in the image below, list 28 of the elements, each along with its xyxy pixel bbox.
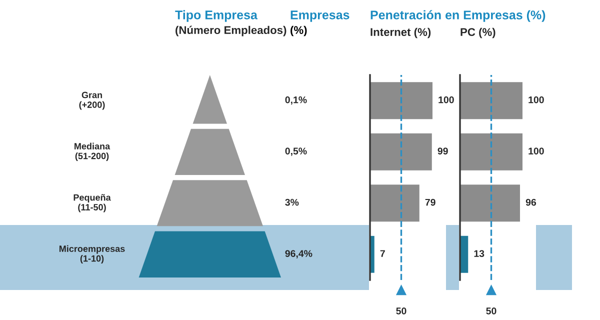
text: (%) <box>290 26 307 36</box>
data-label: 7 <box>380 250 385 257</box>
text: 96,4% <box>285 250 312 258</box>
text: 0,5% <box>285 148 307 156</box>
category-label: Microempresas (1-10) <box>59 245 125 264</box>
data-label: 100 <box>528 96 544 104</box>
data-label: 99 <box>438 148 448 154</box>
text: Tipo Empresa <box>175 10 258 22</box>
text: Empresas <box>290 10 350 22</box>
chart-subtitle: PC (%) <box>460 28 496 38</box>
chart-subtitle: Internet (%) <box>370 28 431 38</box>
data-label: 100 <box>438 96 454 104</box>
data-label: 100 <box>528 148 544 154</box>
text: 0,1% <box>285 96 307 105</box>
category-label: Pequeña (11-50) <box>74 194 111 212</box>
category-label: Mediana (51-200) <box>74 142 110 161</box>
ref-line-label: 50 <box>396 308 406 314</box>
data-label: 96 <box>526 198 536 206</box>
bar <box>370 133 432 170</box>
ref-line-label: 50 <box>486 308 496 314</box>
text: Penetración en Empresas (%) <box>370 10 546 22</box>
data-label: 79 <box>425 198 436 206</box>
data-label: 13 <box>474 250 484 257</box>
bar <box>370 82 432 120</box>
text: (Número Empleados) <box>176 26 286 36</box>
category-label: Gran (+200) <box>79 92 105 110</box>
text: 3% <box>285 198 299 206</box>
bar <box>370 184 420 222</box>
